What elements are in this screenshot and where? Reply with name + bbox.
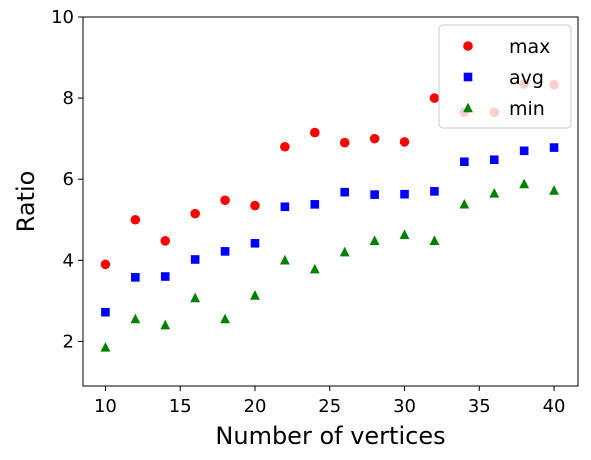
legend-label-min: min — [509, 98, 545, 120]
x-tick-label: 25 — [318, 396, 341, 417]
y-tick-label: 2 — [63, 331, 74, 352]
point-avg — [519, 146, 529, 156]
point-min — [130, 313, 141, 324]
point-avg — [101, 307, 110, 317]
y-tick-label: 10 — [51, 7, 74, 28]
point-min — [399, 229, 410, 239]
point-avg — [280, 202, 290, 212]
point-min — [429, 235, 440, 246]
point-min — [339, 246, 350, 257]
point-max — [220, 195, 230, 206]
point-avg — [160, 272, 170, 281]
point-min — [369, 235, 380, 246]
point-max — [280, 141, 290, 152]
legend-label-max: max — [509, 36, 550, 58]
legend-box — [438, 24, 572, 129]
point-min — [519, 178, 530, 189]
legend-marker-min — [463, 102, 473, 113]
point-max — [369, 133, 380, 144]
point-max — [339, 137, 350, 148]
point-max — [100, 259, 111, 270]
point-avg — [400, 189, 409, 199]
x-tick-label: 20 — [244, 396, 267, 417]
point-avg — [131, 273, 140, 282]
point-avg — [489, 155, 499, 165]
y-tick-label: 8 — [63, 88, 74, 109]
point-min — [220, 313, 230, 324]
point-min — [100, 342, 111, 352]
point-avg — [549, 143, 559, 152]
point-avg — [220, 247, 230, 256]
point-min — [489, 187, 500, 198]
x-tick-label: 40 — [543, 396, 566, 417]
point-min — [279, 254, 290, 265]
point-avg — [430, 187, 439, 196]
point-avg — [340, 187, 350, 197]
point-min — [549, 185, 559, 195]
x-tick-label: 30 — [393, 396, 416, 417]
point-max — [130, 214, 141, 225]
x-axis-label: Number of vertices — [215, 422, 445, 450]
point-max — [429, 93, 440, 103]
legend: max avg min — [438, 24, 572, 129]
point-max — [399, 137, 410, 147]
point-min — [190, 292, 201, 303]
point-avg — [310, 200, 320, 209]
legend-label-avg: avg — [509, 67, 544, 89]
point-min — [250, 290, 260, 300]
point-max — [190, 208, 200, 219]
y-tick-label: 6 — [63, 169, 74, 190]
point-min — [309, 263, 320, 274]
y-axis-label: Ratio — [12, 171, 40, 233]
legend-marker-avg — [463, 72, 473, 82]
point-avg — [250, 238, 260, 248]
y-axis-ticks: 2 4 6 8 10 — [51, 7, 83, 352]
point-avg — [190, 255, 200, 264]
x-axis-ticks: 10 15 20 25 30 35 40 — [94, 386, 566, 417]
x-tick-label: 15 — [169, 396, 192, 417]
point-avg — [460, 157, 469, 167]
legend-marker-max — [463, 41, 473, 51]
plot-frame — [82, 16, 579, 387]
point-min — [459, 198, 470, 209]
point-max — [309, 127, 320, 138]
x-tick-label: 35 — [468, 396, 491, 417]
x-tick-label: 10 — [94, 396, 117, 417]
point-max — [250, 200, 260, 211]
y-tick-label: 4 — [63, 250, 74, 271]
point-min — [160, 319, 171, 330]
point-max — [160, 236, 171, 246]
point-avg — [370, 190, 379, 199]
